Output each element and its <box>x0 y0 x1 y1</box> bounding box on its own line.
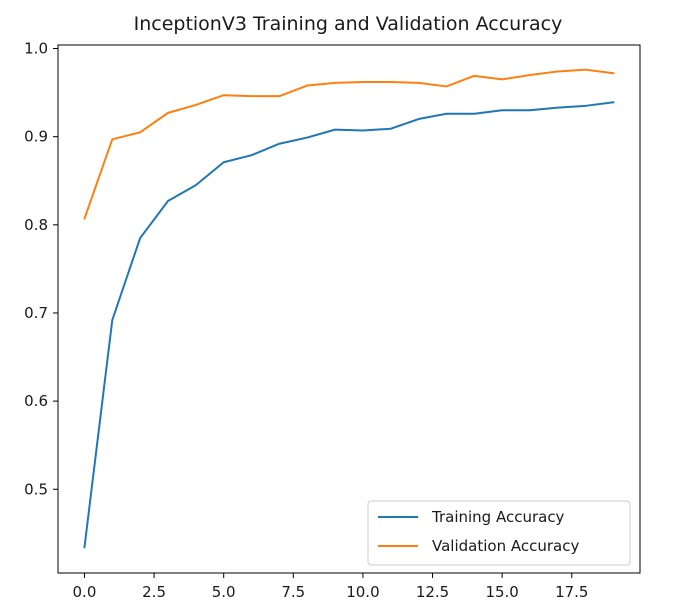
y-tick-label: 0.6 <box>24 392 48 410</box>
x-tick-label: 5.0 <box>212 583 236 601</box>
x-axis: 0.0 2.5 5.0 7.5 10.0 12.5 15.0 17.5 <box>73 573 588 601</box>
y-tick-label: 0.7 <box>24 304 48 322</box>
x-tick-label: 0.0 <box>73 583 97 601</box>
x-tick-label: 10.0 <box>346 583 379 601</box>
y-tick-label: 1.0 <box>24 40 48 58</box>
legend: Training Accuracy Validation Accuracy <box>367 500 631 566</box>
legend-label-training: Training Accuracy <box>431 508 565 526</box>
chart-title: InceptionV3 Training and Validation Accu… <box>134 13 563 35</box>
legend-box <box>367 500 631 566</box>
x-tick-label: 17.5 <box>555 583 588 601</box>
series-layer <box>83 68 615 549</box>
y-tick-label: 0.9 <box>24 128 48 146</box>
y-axis: 0.5 0.6 0.7 0.8 0.9 1.0 <box>24 40 58 498</box>
series-line-training-accuracy <box>83 101 615 549</box>
plot-frame <box>57 44 641 574</box>
x-tick-label: 7.5 <box>281 583 305 601</box>
legend-label-validation: Validation Accuracy <box>432 537 579 555</box>
series-line-validation-accuracy <box>83 68 615 220</box>
x-tick-label: 2.5 <box>142 583 166 601</box>
x-tick-label: 15.0 <box>485 583 518 601</box>
x-tick-label: 12.5 <box>416 583 449 601</box>
y-tick-label: 0.8 <box>24 216 48 234</box>
y-tick-label: 0.5 <box>24 480 48 498</box>
